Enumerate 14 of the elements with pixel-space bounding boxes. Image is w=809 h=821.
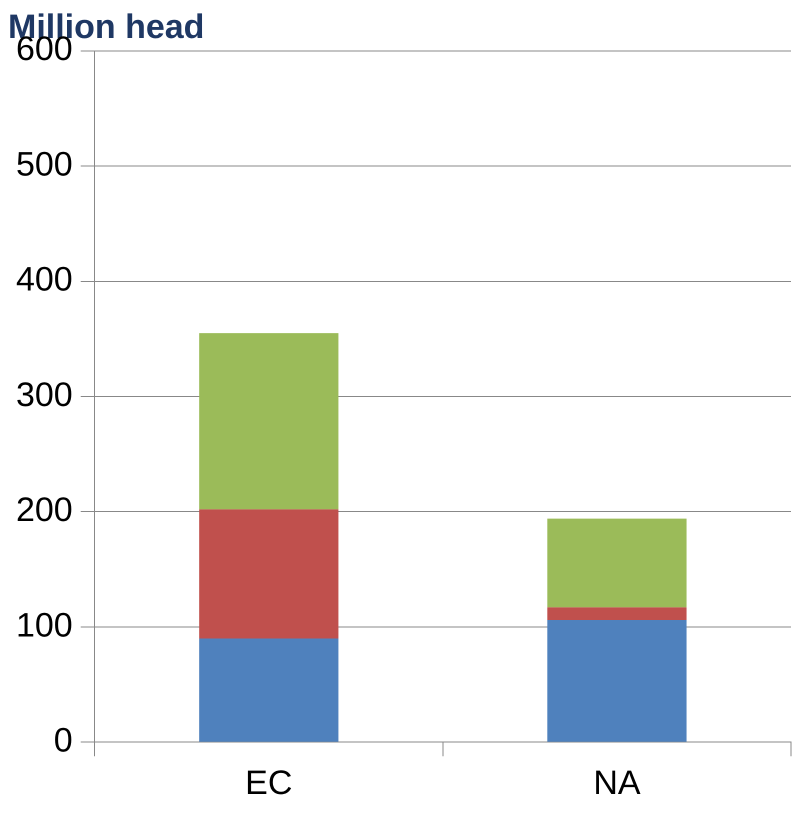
y-tick-label: 100 [16, 606, 73, 644]
bar [199, 333, 338, 510]
x-tick-label: EC [245, 764, 292, 802]
bar [547, 518, 687, 608]
y-tick-label: 0 [54, 722, 73, 760]
y-tick-label: 500 [16, 145, 73, 184]
y-tick-label: 300 [16, 376, 73, 414]
bar [547, 607, 687, 620]
bar [199, 509, 338, 638]
bar [199, 638, 338, 742]
y-tick-label: 400 [16, 260, 73, 299]
y-tick-label: 200 [16, 491, 73, 530]
bar [547, 620, 687, 742]
x-tick-label: NA [593, 764, 641, 802]
